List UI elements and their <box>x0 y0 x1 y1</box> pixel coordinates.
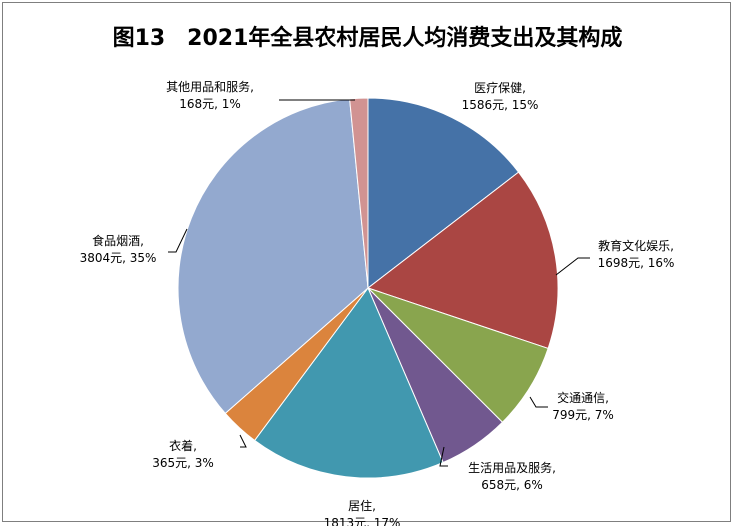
data-label-value: 799元, 7% <box>552 408 614 422</box>
data-label-7: 食品烟酒, 3804元, 35% <box>80 233 157 265</box>
data-label-value: 3804元, 35% <box>80 251 157 265</box>
data-label-6: 衣着, 365元, 3% <box>152 438 214 470</box>
pie-slice-1 <box>367 97 520 290</box>
data-label-name: 其他用品和服务, <box>166 79 254 94</box>
data-label-name: 衣着, <box>169 438 197 453</box>
data-label-5: 居住, 1813元, 17% <box>324 499 401 526</box>
data-label-value: 365元, 3% <box>152 456 214 470</box>
leader-line-2 <box>555 257 590 276</box>
leader-line-3 <box>529 396 548 408</box>
leader-line-6 <box>239 434 247 448</box>
leader-line-7 <box>168 228 188 253</box>
data-label-4: 生活用品及服务, 658元, 6% <box>468 460 556 492</box>
pie-slice-2 <box>366 171 559 350</box>
leader-line-4 <box>439 446 448 467</box>
data-label-name: 交通通信, <box>557 390 609 405</box>
chart-title: 图13 2021年全县农村居民人均消费支出及其构成 <box>112 26 623 51</box>
data-label-name: 教育文化娱乐, <box>598 238 674 253</box>
data-label-value: 1813元, 17% <box>324 516 401 526</box>
pie-slice-5 <box>253 287 444 479</box>
data-label-name: 医疗保健, <box>474 81 526 95</box>
data-label-1: 医疗保健, 1586元, 15% <box>462 81 539 112</box>
data-label-2: 教育文化娱乐, 1698元, 16% <box>598 238 675 270</box>
pie-slice-7 <box>177 98 369 415</box>
data-label-3: 交通通信, 799元, 7% <box>552 390 614 422</box>
data-label-value: 168元, 1% <box>179 97 241 111</box>
data-label-value: 658元, 6% <box>481 478 543 492</box>
data-label-8: 其他用品和服务, 168元, 1% <box>166 79 254 111</box>
data-label-name: 生活用品及服务, <box>468 460 556 475</box>
data-label-value: 1586元, 15% <box>462 98 539 112</box>
data-label-name: 食品烟酒, <box>92 233 144 248</box>
data-label-value: 1698元, 16% <box>598 256 675 270</box>
pie-slice-8 <box>349 97 369 289</box>
data-label-name: 居住, <box>348 499 376 513</box>
